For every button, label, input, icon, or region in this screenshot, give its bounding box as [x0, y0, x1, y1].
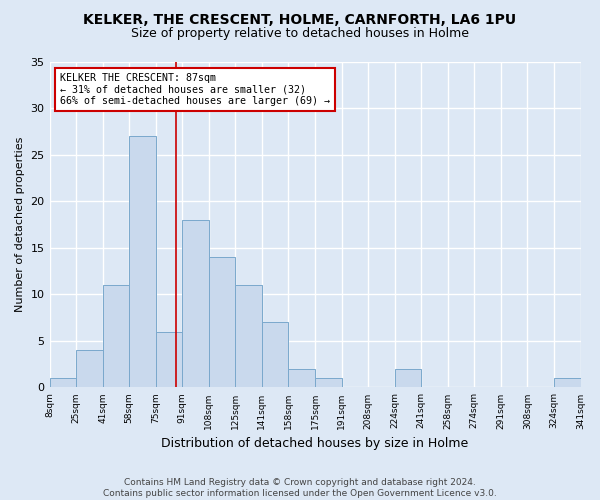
Bar [235, 285, 262, 388]
Bar [76, 350, 103, 388]
Text: KELKER THE CRESCENT: 87sqm
← 31% of detached houses are smaller (32)
66% of semi: KELKER THE CRESCENT: 87sqm ← 31% of deta… [60, 73, 330, 106]
Text: Contains HM Land Registry data © Crown copyright and database right 2024.
Contai: Contains HM Land Registry data © Crown c… [103, 478, 497, 498]
Bar [156, 332, 182, 388]
Bar [50, 378, 76, 388]
Bar [289, 369, 315, 388]
Bar [395, 369, 421, 388]
Bar [209, 257, 235, 388]
Bar [182, 220, 209, 388]
Bar [315, 378, 341, 388]
Text: Size of property relative to detached houses in Holme: Size of property relative to detached ho… [131, 28, 469, 40]
Y-axis label: Number of detached properties: Number of detached properties [15, 137, 25, 312]
Bar [262, 322, 289, 388]
Bar [129, 136, 156, 388]
Bar [103, 285, 129, 388]
X-axis label: Distribution of detached houses by size in Holme: Distribution of detached houses by size … [161, 437, 469, 450]
Bar [554, 378, 581, 388]
Text: KELKER, THE CRESCENT, HOLME, CARNFORTH, LA6 1PU: KELKER, THE CRESCENT, HOLME, CARNFORTH, … [83, 12, 517, 26]
